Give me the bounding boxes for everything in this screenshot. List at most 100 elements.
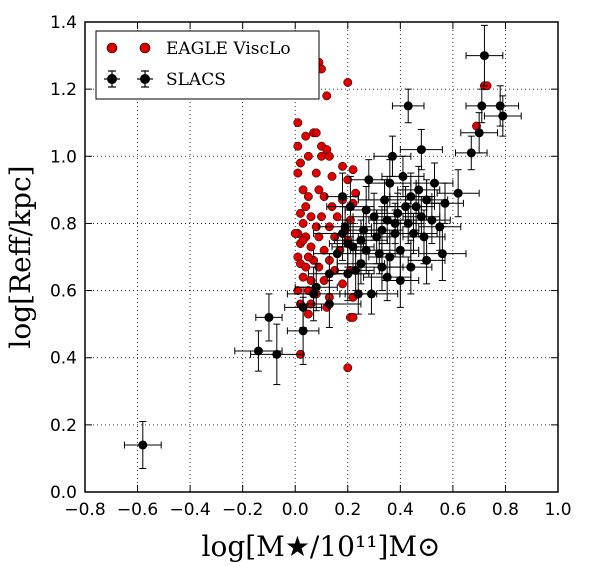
eagle-point <box>327 171 337 181</box>
slacs-marker <box>414 185 424 195</box>
eagle-point <box>348 312 358 322</box>
eagle-point <box>303 309 313 319</box>
slacs-point <box>391 88 425 124</box>
slacs-marker <box>272 349 282 359</box>
axis-tick-labels: −0.8 −0.6 −0.4 −0.2 0.0 0.2 0.4 0.6 0.8 1.0 0.0 0.2… <box>50 13 572 520</box>
slacs-marker <box>324 299 334 309</box>
slacs-marker <box>393 208 403 218</box>
slacs-marker <box>408 229 418 238</box>
slacs-point <box>294 263 338 312</box>
eagle-point <box>296 208 305 218</box>
eagle-point <box>293 141 303 151</box>
eagle-point <box>311 168 321 178</box>
x-tick-label: 1.0 <box>544 500 571 520</box>
legend-marker-slacs-2 <box>137 70 153 88</box>
slacs-point <box>255 293 283 342</box>
eagle-point <box>324 151 334 161</box>
eagle-point <box>317 151 326 161</box>
slacs-marker <box>395 276 405 285</box>
slacs-marker <box>440 198 450 208</box>
slacs-marker <box>395 245 405 255</box>
slacs-marker <box>495 101 505 111</box>
slacs-point <box>399 128 443 171</box>
slacs-point <box>483 95 522 137</box>
legend-label-slacs: SLACS <box>166 70 226 90</box>
y-tick-label: 0.8 <box>50 214 77 234</box>
eagle-point <box>303 192 313 202</box>
x-tick-label: −0.8 <box>64 500 105 520</box>
eagle-point <box>332 212 342 222</box>
eagle-point <box>343 77 353 87</box>
eagle-point <box>311 128 321 138</box>
slacs-marker <box>403 101 413 111</box>
y-tick-label: 0.0 <box>50 483 77 503</box>
legend-label-eagle: EAGLE ViscLo <box>166 39 291 59</box>
slacs-point <box>412 196 451 245</box>
slacs-marker <box>361 245 371 255</box>
slacs-marker <box>382 215 392 225</box>
slacs-marker <box>406 192 416 202</box>
slacs-point <box>391 202 425 245</box>
x-tick-label: 0.2 <box>334 500 361 520</box>
slacs-marker <box>453 188 463 198</box>
x-tick-label: 0.0 <box>282 500 309 520</box>
eagle-point <box>306 242 316 252</box>
slacs-marker <box>338 192 348 202</box>
legend-marker-slacs-1 <box>104 70 120 88</box>
eagle-point <box>351 188 361 198</box>
slacs-point <box>397 165 441 214</box>
x-tick-label: 0.6 <box>439 500 466 520</box>
slacs-point <box>436 169 480 218</box>
eagle-point <box>301 131 311 141</box>
legend: EAGLE ViscLo SLACS <box>95 30 320 100</box>
y-tick-label: 0.2 <box>50 416 77 436</box>
plot-frame <box>84 21 559 493</box>
eagle-point <box>298 218 308 228</box>
slacs-marker <box>411 202 421 212</box>
slacs-point <box>339 273 378 315</box>
slacs-marker <box>264 312 274 322</box>
slacs-marker <box>498 111 508 121</box>
slacs-marker <box>406 262 416 272</box>
slacs-marker <box>382 272 392 282</box>
slacs-point <box>286 296 320 365</box>
slacs-marker <box>385 178 395 188</box>
slacs-marker <box>387 151 397 161</box>
eagle-point <box>301 262 311 272</box>
slacs-point <box>426 182 464 224</box>
x-tick-label: −0.4 <box>169 500 210 520</box>
eagle-point <box>348 165 358 175</box>
eagle-point <box>306 276 316 285</box>
slacs-marker <box>422 255 432 265</box>
y-tick-label: 1.0 <box>50 147 77 167</box>
slacs-marker <box>403 218 413 228</box>
legend-marker-eagle-2 <box>139 42 151 54</box>
slacs-point <box>123 421 162 469</box>
slacs-marker <box>332 249 342 259</box>
y-tick-label: 1.4 <box>50 13 77 33</box>
eagle-point <box>306 212 316 222</box>
eagle-point <box>298 185 308 195</box>
x-tick-label: 0.4 <box>387 500 414 520</box>
eagle-point <box>298 235 308 245</box>
eagle-point <box>293 286 303 296</box>
eagle-point <box>338 161 347 171</box>
eagle-point <box>298 272 308 282</box>
x-tick-label: −0.2 <box>222 500 263 520</box>
slacs-marker <box>351 265 361 275</box>
y-tick-label: 0.6 <box>50 282 77 302</box>
slacs-marker <box>253 346 263 356</box>
x-tick-label: −0.6 <box>117 500 158 520</box>
slacs-marker <box>353 289 363 299</box>
slacs-point <box>349 226 383 275</box>
x-axis-label: log[M★/10¹¹]M⊙ <box>202 530 441 563</box>
eagle-point <box>290 229 300 238</box>
eagle-point <box>296 158 305 168</box>
eagle-point <box>314 232 324 242</box>
slacs-marker <box>377 262 387 272</box>
slacs-marker <box>416 145 426 155</box>
slacs-point <box>326 246 370 302</box>
eagle-point <box>303 252 313 262</box>
slacs-marker <box>466 148 476 158</box>
